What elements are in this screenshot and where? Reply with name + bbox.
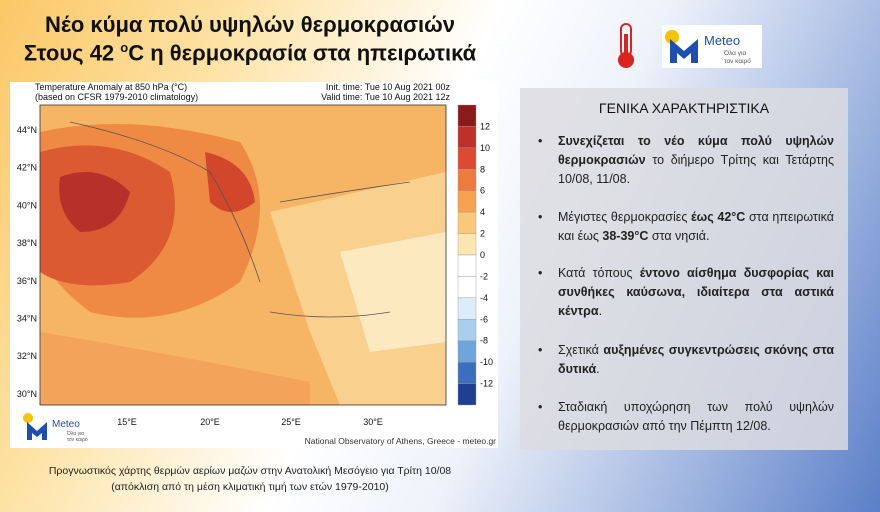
colorbar-label: -10 — [480, 357, 493, 367]
colorbar-label: -4 — [480, 293, 488, 303]
colorbar-swatch — [457, 383, 477, 406]
colorbar-swatch — [457, 319, 477, 341]
bullet-text: . — [596, 362, 600, 376]
colorbar-swatch — [457, 104, 477, 127]
logo-tagline: τον καιρό — [724, 57, 751, 65]
bullet-text: το διήμερο Τρίτης και Τετάρτης 10/08, 11… — [558, 153, 834, 186]
colorbar-swatch — [457, 361, 477, 384]
map-heading: (based on CFSR 1979-2010 climatology) — [35, 92, 198, 102]
info-panel: ΓΕΝΙΚΑ ΧΑΡΑΚΤΗΡΙΣΤΙΚΑ Συνεχίζεται το νέο… — [520, 88, 848, 450]
colorbar-label: 12 — [480, 121, 490, 131]
logo-tagline: τον καιρό — [67, 436, 88, 443]
colorbar-swatch — [457, 147, 477, 170]
lon-labels: 15°E 20°E 25°E 30°E — [117, 417, 383, 427]
colorbar-label: -12 — [480, 379, 493, 389]
colorbar-swatch — [457, 190, 477, 213]
bullet: Σχετικά αυξημένες συγκεντρώσεις σκόνης σ… — [538, 341, 834, 379]
logo: Meteo Όλα για τον καιρό — [662, 25, 762, 68]
lat-label: 36°N — [17, 276, 37, 286]
lat-label: 40°N — [17, 200, 37, 210]
colorbar-label: 6 — [480, 186, 485, 196]
bullet-text: στα ηπειρωτικά και έως — [558, 210, 834, 243]
colorbar-label: -2 — [480, 271, 488, 281]
map-heading: Valid time: Tue 10 Aug 2021 12z — [321, 92, 450, 102]
bullet-text: Σχετικά — [558, 343, 604, 357]
bullet-text: αυξημένες συγκεντρώσεις σκόνης στα δυτικ… — [558, 343, 834, 376]
logo-name: Meteo — [52, 419, 80, 430]
colorbar-label: 2 — [480, 229, 485, 239]
bullet-text: . — [598, 304, 603, 318]
colorbar-swatch — [457, 340, 477, 363]
lon-label: 25°E — [281, 417, 301, 427]
colorbar-label: -6 — [480, 314, 488, 324]
lat-label: 30°N — [17, 389, 37, 399]
caption: (απόκλιση από τη μέση κλιματική τιμή των… — [111, 481, 389, 493]
map-heading: Temperature Anomaly at 850 hPa (°C) — [35, 82, 187, 92]
bullet: Κατά τόπους έντονο αίσθημα δυσφορίας και… — [538, 264, 834, 321]
title-text: Στους 42 — [23, 40, 121, 66]
logo-tagline: Όλα για — [66, 431, 84, 437]
lat-label: 34°N — [17, 314, 37, 324]
forecast-map: Temperature Anomaly at 850 hPa (°C) (bas… — [10, 82, 498, 448]
lon-label: 20°E — [200, 417, 220, 427]
bullet-text: έως 42°C — [691, 210, 746, 224]
colorbar: 12 10 8 6 4 2 0 -2 -4 -6 -8 -10 -12 — [457, 104, 493, 406]
colorbar-swatch — [457, 126, 477, 149]
panel-title: ΓΕΝΙΚΑ ΧΑΡΑΚΤΗΡΙΣΤΙΚΑ — [598, 100, 770, 116]
caption: Προγνωστικός χάρτης θερμών αερίων μαζών … — [48, 465, 452, 477]
lon-label: 15°E — [117, 417, 137, 427]
logo-graphic: Meteo Όλα για τον καιρό — [665, 30, 751, 65]
bullet-text: στα νησιά. — [648, 229, 710, 243]
bullet-text: Συνεχίζεται το νέο κύμα πολύ υψηλών θερμ… — [558, 134, 834, 167]
bullet-text: Κατά τόπους — [558, 266, 640, 280]
lat-label: 32°N — [17, 351, 37, 361]
bullet-text: Μέγιστες θερμοκρασίες — [558, 210, 692, 224]
lon-label: 30°E — [363, 417, 383, 427]
map-logo: Meteo Όλα για τον καιρό — [23, 413, 88, 443]
map-credit: National Observatory of Athens, Greece -… — [305, 436, 497, 446]
lat-labels: 44°N 42°N 40°N 38°N 36°N 34°N 32°N 30°N — [17, 125, 37, 399]
title-line: Νέο κύμα πολύ υψηλών θερμοκρασιών — [45, 12, 455, 37]
lat-label: 42°N — [17, 163, 37, 173]
bullet: Σταδιακή υποχώρηση των πολύ υψηλών θερμο… — [538, 398, 834, 436]
colorbar-label: 10 — [480, 143, 490, 153]
title-text: C η θερμοκρασία στα ηπειρωτικά — [128, 40, 477, 66]
map-heading: Init. time: Tue 10 Aug 2021 00z — [326, 82, 451, 92]
bullet-text: έντονο αίσθημα δυσφορίας και συνθήκες κα… — [558, 266, 834, 318]
colorbar-label: 4 — [480, 207, 485, 217]
colorbar-swatch — [457, 233, 477, 256]
colorbar-label: 0 — [480, 250, 485, 260]
bullet-text: Σταδιακή υποχώρηση των πολύ υψηλών θερμο… — [558, 400, 834, 433]
colorbar-swatch — [457, 254, 477, 277]
colorbar-label: 8 — [480, 164, 485, 174]
lat-label: 44°N — [17, 125, 37, 135]
title-sup: o — [120, 40, 129, 55]
map-field — [39, 104, 447, 406]
title-line: Στους 42 oC η θερμοκρασία στα ηπειρωτικά — [0, 40, 500, 66]
colorbar-swatch — [457, 276, 477, 299]
thermometer-icon — [618, 23, 634, 68]
colorbar-swatch — [457, 297, 477, 320]
lat-label: 38°N — [17, 238, 37, 248]
bullet: Μέγιστες θερμοκρασίες έως 42°C στα ηπειρ… — [538, 208, 834, 246]
colorbar-swatch — [457, 169, 477, 191]
bullet: Συνεχίζεται το νέο κύμα πολύ υψηλών θερμ… — [538, 132, 834, 189]
colorbar-label: -8 — [480, 336, 488, 346]
bullet-text: 38-39°C — [602, 229, 649, 243]
logo-tagline: Όλα για — [723, 50, 746, 57]
colorbar-swatch — [457, 211, 477, 234]
logo-name: Meteo — [704, 33, 740, 48]
